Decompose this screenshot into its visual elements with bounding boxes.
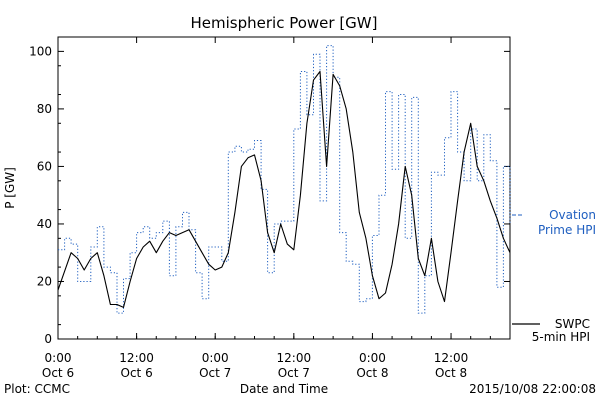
y-tick-label: 60 xyxy=(37,159,52,173)
plot-credit: Plot: CCMC xyxy=(4,382,70,396)
x-tick-time-label: 12:00 xyxy=(277,351,312,365)
plot-timestamp: 2015/10/08 22:00:08 xyxy=(469,382,596,396)
x-tick-date-label: Oct 6 xyxy=(121,366,153,380)
legend-label-swpc-line1: SWPC xyxy=(555,317,590,331)
series-line-ovation xyxy=(58,45,511,314)
x-axis-label: Date and Time xyxy=(240,382,328,396)
legend-label-swpc-line2: 5-min HPI xyxy=(532,330,590,344)
legend-label-ovation-line2: Prime HPI xyxy=(538,223,596,237)
series-line-swpc xyxy=(57,70,511,308)
x-tick-date-label: Oct 8 xyxy=(356,366,388,380)
x-tick-date-label: Oct 6 xyxy=(42,366,74,380)
y-tick-label: 100 xyxy=(29,44,52,58)
x-tick-date-label: Oct 7 xyxy=(278,366,310,380)
x-tick-time-label: 12:00 xyxy=(119,351,154,365)
chart-title: Hemispheric Power [GW] xyxy=(191,14,378,32)
y-tick-label: 0 xyxy=(44,332,52,346)
legend-label-ovation-line1: Ovation xyxy=(549,208,596,222)
axis-frame xyxy=(57,36,511,340)
x-tick-time-label: 0:00 xyxy=(202,351,229,365)
x-tick-time-label: 0:00 xyxy=(45,351,72,365)
y-axis-label: P [GW] xyxy=(3,167,17,209)
y-tick-label: 40 xyxy=(37,217,52,231)
x-tick-date-label: Oct 8 xyxy=(435,366,467,380)
y-tick-label: 80 xyxy=(37,102,52,116)
x-tick-time-label: 12:00 xyxy=(434,351,469,365)
series-layer xyxy=(57,45,511,314)
x-tick-time-label: 0:00 xyxy=(359,351,386,365)
y-axis-ticks: 0 20 40 60 80 100 xyxy=(29,44,510,346)
y-tick-label: 20 xyxy=(37,274,52,288)
x-tick-date-label: Oct 7 xyxy=(199,366,231,380)
